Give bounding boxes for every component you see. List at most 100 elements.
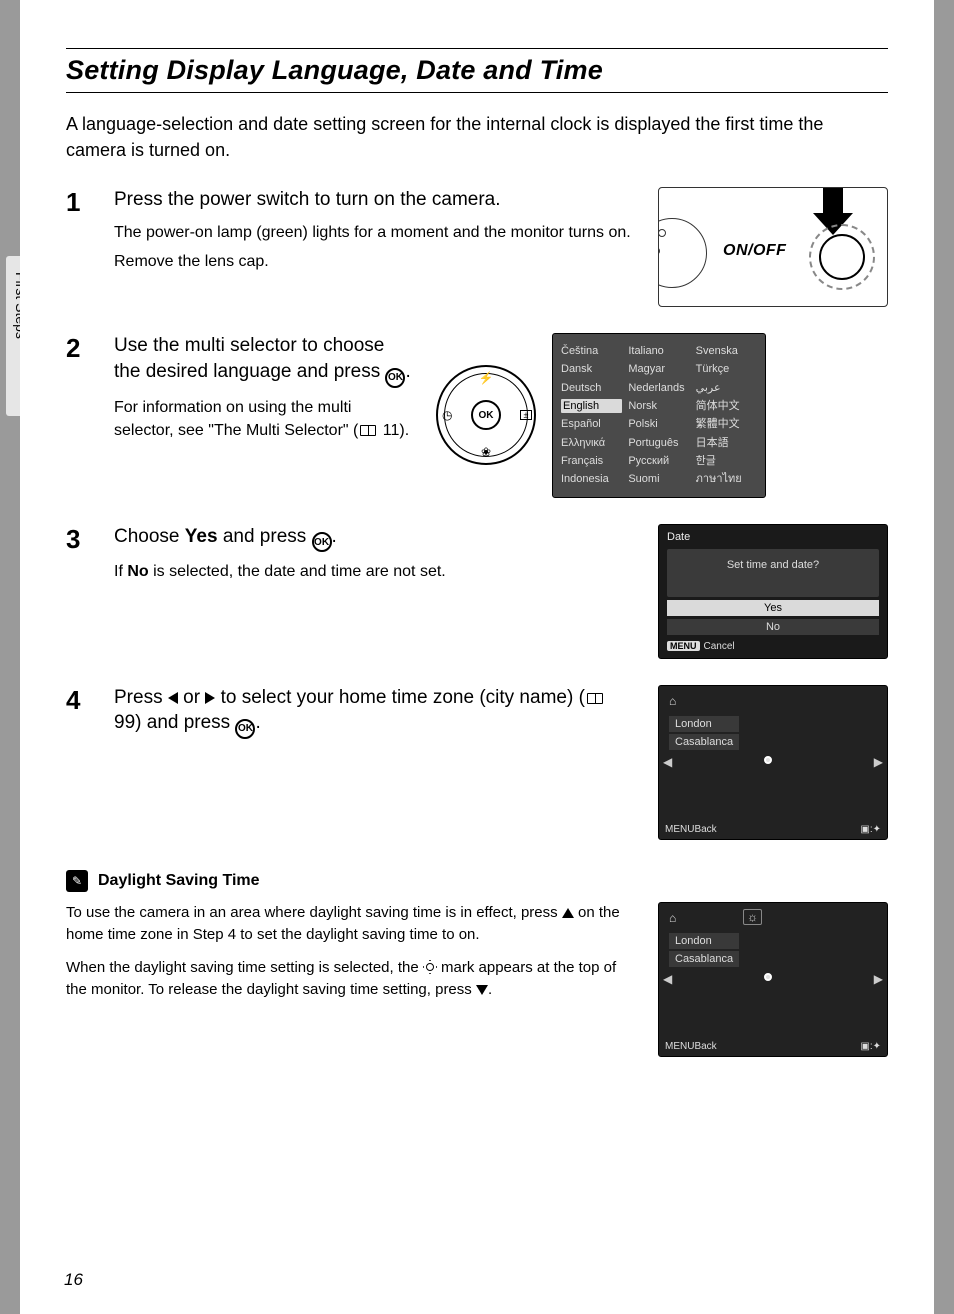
lcd-footer: MENUCancel	[667, 641, 879, 652]
power-knob-icon	[819, 234, 865, 280]
step-1-diagram: ON/OFF	[658, 187, 888, 307]
page-title: Setting Display Language, Date and Time	[66, 55, 888, 86]
lcd-map-footer: MENUBack ▣:✦	[665, 1041, 881, 1052]
lang-option: Magyar	[628, 362, 689, 376]
lang-option: Dansk	[561, 362, 622, 376]
city-2: Casablanca	[669, 951, 739, 967]
step-1-body: Press the power switch to turn on the ca…	[114, 187, 636, 279]
note-text: To use the camera in an area where dayli…	[66, 902, 632, 1012]
note-p1: To use the camera in an area where dayli…	[66, 902, 632, 947]
up-arrow-icon	[562, 908, 574, 918]
lang-option: Čeština	[561, 344, 622, 358]
step-4-title: Press or to select your home time zone (…	[114, 685, 636, 739]
step-4-body: Press or to select your home time zone (…	[114, 685, 636, 747]
corner-indicator: ▣:✦	[860, 1041, 881, 1052]
lang-option: Svenska	[696, 344, 757, 358]
flash-icon: ⚡	[479, 371, 494, 385]
lang-option: Deutsch	[561, 381, 622, 395]
lang-option: Nederlands	[628, 381, 689, 395]
step-1: 1 Press the power switch to turn on the …	[66, 187, 888, 307]
step-2-p1: For information on using the multi selec…	[114, 396, 414, 442]
page-ref-icon	[587, 693, 603, 704]
city-list: London Casablanca	[669, 933, 739, 969]
step-1-number: 1	[66, 187, 92, 215]
lang-option: Italiano	[628, 344, 689, 358]
timezone-lcd: ⌂ London Casablanca ◀ ▶ MENUBack ▣:✦	[658, 685, 888, 840]
lang-option: 繁體中文	[696, 417, 757, 431]
step-1-p1: The power-on lamp (green) lights for a m…	[114, 221, 636, 244]
menu-badge: MENU	[665, 1041, 694, 1052]
lang-option: Suomi	[628, 472, 689, 486]
step-4: 4 Press or to select your home time zone…	[66, 685, 888, 840]
lang-option: 简体中文	[696, 399, 757, 413]
note-pencil-icon: ✎	[66, 870, 88, 892]
note-title: Daylight Saving Time	[98, 872, 260, 890]
step-1-title: Press the power switch to turn on the ca…	[114, 187, 636, 213]
lcd-header: Date	[667, 531, 879, 543]
language-lcd: ČeštinaDanskDeutschEnglishEspañolΕλληνικ…	[552, 333, 766, 497]
step-2-media: OK ⚡ ❀ ◷ ± Čeština Dansk Deutsch English Esp…	[436, 333, 766, 497]
lcd-question: Set time and date?	[667, 549, 879, 597]
exposure-icon: ±	[520, 410, 532, 420]
lang-option: Norsk	[628, 399, 689, 413]
corner-indicator: ▣:✦	[860, 824, 881, 835]
city-list: London Casablanca	[669, 716, 739, 752]
city-1: London	[669, 716, 739, 732]
ok-button-icon: OK	[385, 368, 405, 388]
step-3-number: 3	[66, 524, 92, 552]
home-icon: ⌂	[669, 911, 676, 925]
lang-col-3: SvenskaTürkçeعربي简体中文繁體中文日本語한글ภาษาไทย	[696, 344, 757, 486]
lang-option: Indonesia	[561, 472, 622, 486]
step-4-number: 4	[66, 685, 92, 713]
note-p2: When the daylight saving time setting is…	[66, 957, 632, 1002]
down-arrow-icon	[476, 985, 488, 995]
lang-col-1: ČeštinaDanskDeutschEnglishEspañolΕλληνικ…	[561, 344, 622, 486]
ok-button-icon: OK	[235, 719, 255, 739]
map-left-arrow-icon: ◀	[663, 972, 672, 986]
note-section: ✎ Daylight Saving Time To use the camera…	[66, 870, 888, 1057]
power-switch-diagram: ON/OFF	[658, 187, 888, 307]
onoff-label: ON/OFF	[723, 242, 786, 260]
intro-paragraph: A language-selection and date setting sc…	[66, 111, 888, 163]
lang-option: Русский	[628, 454, 689, 468]
ok-button-icon: OK	[312, 532, 332, 552]
lang-option: Português	[628, 436, 689, 450]
note-header: ✎ Daylight Saving Time	[66, 870, 888, 892]
macro-icon: ❀	[481, 445, 491, 459]
lang-col-2: Italiano Magyar Nederlands Norsk Polski Portu…	[628, 344, 689, 486]
map-marker-icon	[764, 756, 772, 764]
left-arrow-icon	[168, 692, 178, 704]
map-marker-icon	[764, 973, 772, 981]
lang-option: عربي	[696, 381, 757, 395]
city-1: London	[669, 933, 739, 949]
step-2-body: Use the multi selector to choose the des…	[114, 333, 414, 448]
multi-selector-diagram: OK ⚡ ❀ ◷ ±	[436, 365, 536, 465]
lang-option: 日本語	[696, 436, 757, 450]
lang-option: Français	[561, 454, 622, 468]
step-3-title: Choose Yes and press OK.	[114, 524, 636, 553]
rule-top	[66, 48, 888, 49]
mode-dial-icon	[658, 218, 707, 288]
timezone-dst-lcd: ⌂ ☼ London Casablanca ◀ ▶ MENUBack ▣:✦	[658, 902, 888, 1057]
step-2-title: Use the multi selector to choose the des…	[114, 333, 414, 387]
menu-badge: MENU	[667, 641, 700, 651]
lcd-option-no: No	[667, 619, 879, 635]
step-2: 2 Use the multi selector to choose the d…	[66, 333, 888, 497]
timer-icon: ◷	[442, 408, 452, 422]
lang-option: Español	[561, 417, 622, 431]
menu-badge: MENU	[665, 824, 694, 835]
note-lcd: ⌂ ☼ London Casablanca ◀ ▶ MENUBack ▣:✦	[658, 902, 888, 1057]
lang-option: Polski	[628, 417, 689, 431]
rule-under-title	[66, 92, 888, 93]
right-arrow-icon	[205, 692, 215, 704]
lang-option: ภาษาไทย	[696, 472, 757, 486]
dst-indicator-icon: ☼	[743, 909, 762, 925]
step-1-p2: Remove the lens cap.	[114, 250, 636, 273]
lang-option: English	[561, 399, 622, 413]
date-prompt-lcd: Date Set time and date? Yes No MENUCance…	[658, 524, 888, 659]
step-3-lcd: Date Set time and date? Yes No MENUCance…	[658, 524, 888, 659]
dst-sun-icon	[423, 960, 437, 974]
home-icon: ⌂	[669, 694, 676, 708]
page-number: 16	[64, 1270, 83, 1290]
step-4-lcd: ⌂ London Casablanca ◀ ▶ MENUBack ▣:✦	[658, 685, 888, 840]
